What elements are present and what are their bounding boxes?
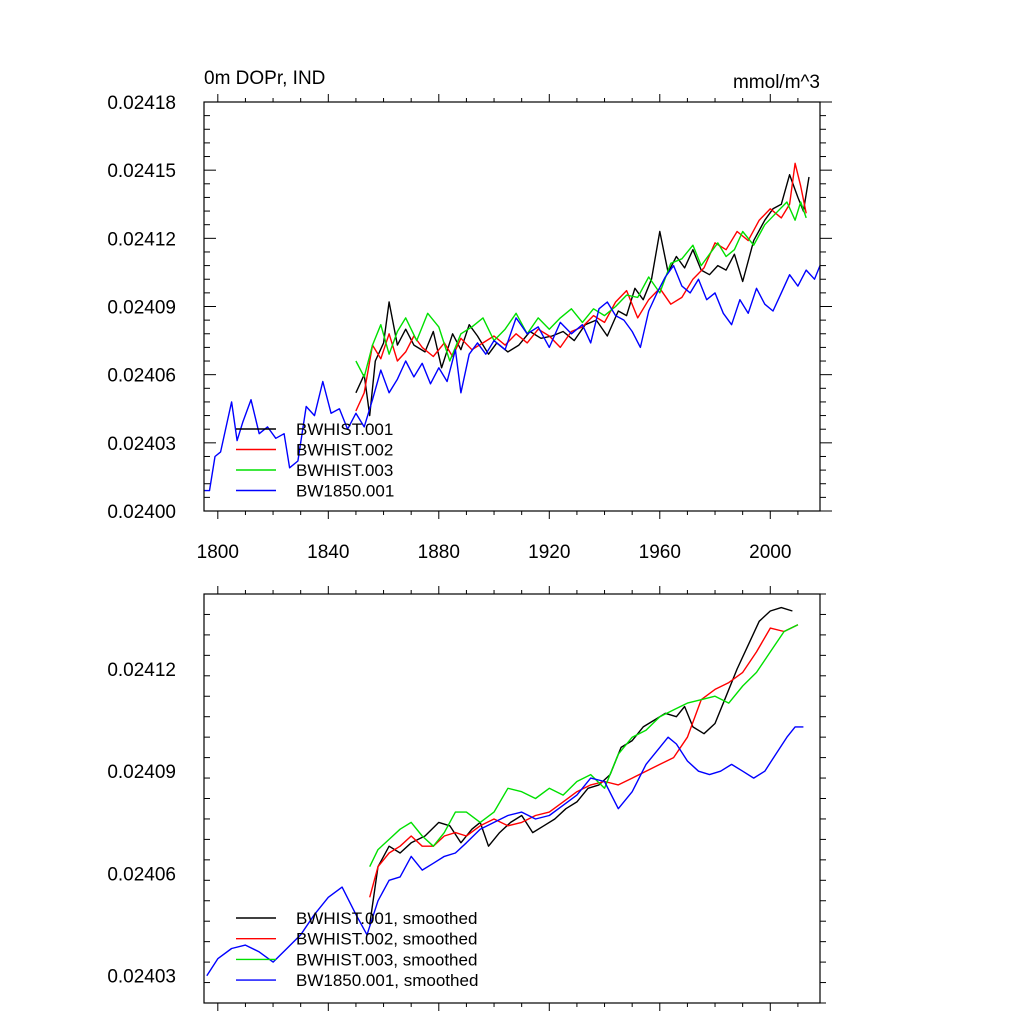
x-tick-label: 1840 (307, 542, 349, 563)
top-panel-series (204, 162, 821, 492)
bottom-panel-legend: BWHIST.001, smoothed BWHIST.002, smoothed… (236, 909, 478, 990)
y-tick-label: 0.02412 (107, 660, 176, 681)
y-tick-label: 0.02412 (107, 229, 176, 250)
series-line-4 (206, 726, 804, 977)
legend-label-2: BWHIST.002, smoothed (296, 930, 477, 949)
y-tick-label: 0.02403 (107, 967, 176, 988)
y-tick-label: 0.02415 (107, 161, 176, 182)
y-tick-label: 0.02403 (107, 434, 176, 455)
bottom-panel: 0.02403 0.02406 0.02409 0.02412 BWHIST.001,… (107, 586, 826, 1011)
top-panel-title-left: 0m DOPr, IND (204, 68, 325, 89)
legend-label-3: BWHIST.003 (296, 461, 393, 480)
y-tick-label: 0.02418 (107, 93, 176, 114)
legend-label-4: BW1850.001 (296, 482, 394, 501)
y-tick-label: 0.02406 (107, 366, 176, 387)
x-tick-label: 2000 (749, 542, 791, 563)
x-tick-label: 1800 (197, 542, 239, 563)
x-tick-label: 1880 (418, 542, 460, 563)
legend-label-1: BWHIST.001, smoothed (296, 909, 477, 928)
y-tick-label: 0.02406 (107, 864, 176, 885)
series-line-2 (355, 162, 807, 412)
series-line-2 (369, 624, 799, 898)
series-line-3 (355, 201, 807, 378)
legend-label-4: BW1850.001, smoothed (296, 971, 478, 990)
top-panel-ticks: 1800 1840 1880 1920 1960 2000 0.02400 0.02403 0.… (107, 93, 832, 563)
x-tick-label: 1960 (639, 542, 681, 563)
y-tick-label: 0.02400 (107, 502, 176, 523)
top-panel-title-right: mmol/m^3 (733, 72, 820, 93)
bottom-panel-ticks: 0.02403 0.02406 0.02409 0.02412 (107, 586, 826, 1011)
series-line-1 (369, 606, 793, 925)
series-line-1 (355, 174, 810, 417)
legend-label-2: BWHIST.002 (296, 441, 393, 460)
y-tick-label: 0.02409 (107, 762, 176, 783)
legend-label-3: BWHIST.003, smoothed (296, 950, 477, 969)
legend-label-1: BWHIST.001 (296, 420, 393, 439)
top-panel: 1800 1840 1880 1920 1960 2000 0.02400 0.02403 0.… (107, 68, 832, 563)
series-line-4 (204, 264, 821, 492)
bottom-panel-series (206, 606, 804, 977)
series-line-3 (369, 624, 799, 868)
y-tick-label: 0.02409 (107, 298, 176, 319)
x-tick-label: 1920 (528, 542, 570, 563)
